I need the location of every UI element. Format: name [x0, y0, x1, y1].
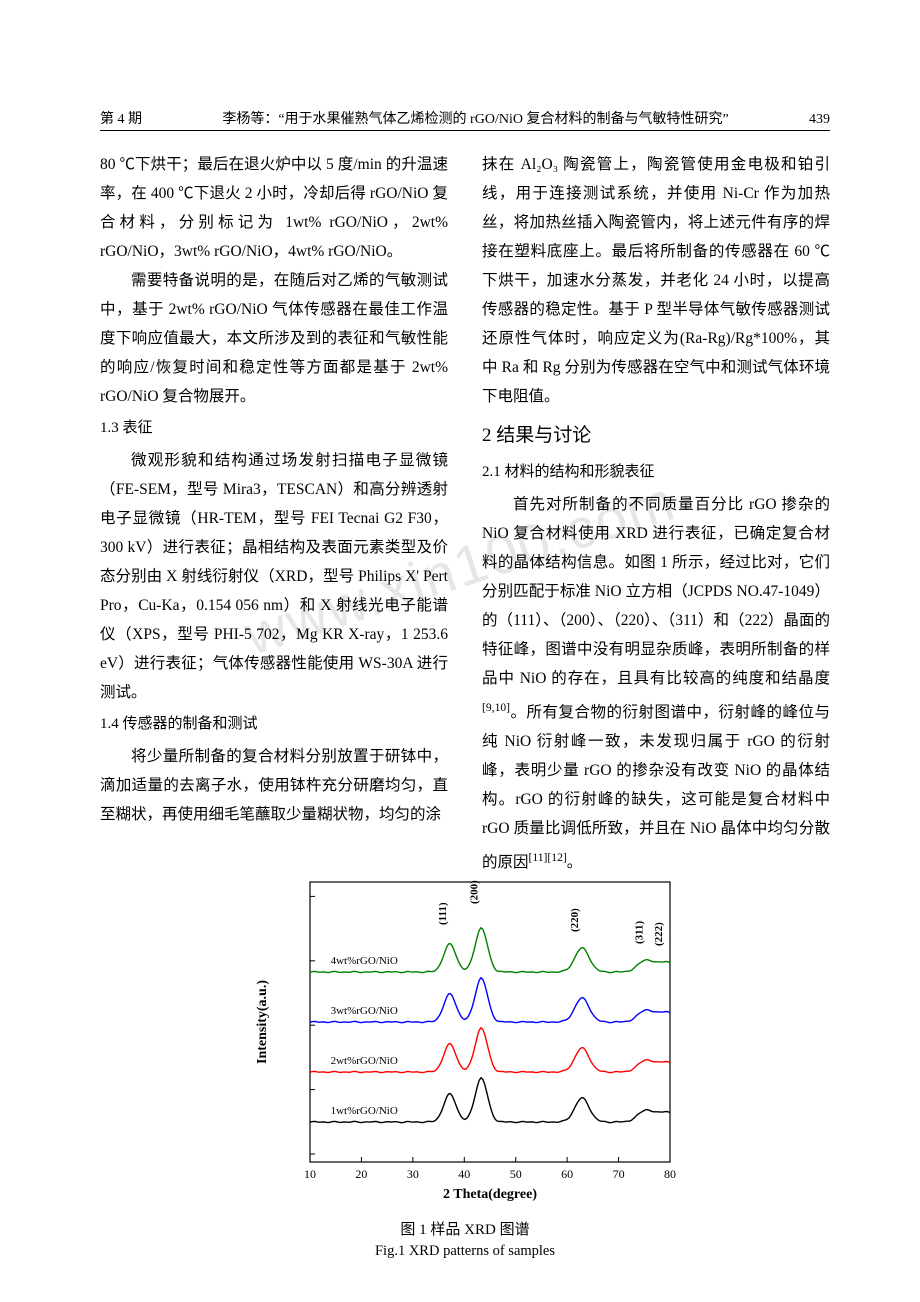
section-heading: 2 结果与讨论 — [482, 421, 830, 450]
svg-text:(111): (111) — [437, 902, 449, 925]
left-column: 80 ℃下烘干；最后在退火炉中以 5 度/min 的升温速率，在 400 ℃下退… — [100, 150, 448, 877]
header-rule — [100, 130, 830, 131]
svg-text:3wt%rGO/NiO: 3wt%rGO/NiO — [331, 1005, 398, 1017]
running-header: 第 4 期 李杨等：“用于水果催熟气体乙烯检测的 rGO/NiO 复合材料的制备… — [100, 108, 830, 128]
para: 抹在 Al₂O₃ 陶瓷管上，陶瓷管使用金电极和铂引线，用于连接测试系统，并使用 … — [482, 150, 830, 411]
text-columns: 80 ℃下烘干；最后在退火炉中以 5 度/min 的升温速率，在 400 ℃下退… — [100, 150, 830, 877]
svg-text:4wt%rGO/NiO: 4wt%rGO/NiO — [331, 955, 398, 967]
issue-label: 第 4 期 — [100, 108, 142, 128]
figure-caption-cn: 图 1 样品 XRD 图谱 — [100, 1218, 830, 1239]
para: 80 ℃下烘干；最后在退火炉中以 5 度/min 的升温速率，在 400 ℃下退… — [100, 150, 448, 266]
svg-text:80: 80 — [664, 1167, 676, 1181]
svg-text:(200): (200) — [468, 880, 480, 904]
running-title: 李杨等：“用于水果催熟气体乙烯检测的 rGO/NiO 复合材料的制备与气敏特性研… — [142, 108, 809, 128]
svg-text:70: 70 — [613, 1167, 625, 1181]
svg-text:60: 60 — [561, 1167, 573, 1181]
svg-text:(311): (311) — [633, 920, 645, 944]
right-column: 抹在 Al₂O₃ 陶瓷管上，陶瓷管使用金电极和铂引线，用于连接测试系统，并使用 … — [482, 150, 830, 877]
svg-text:2wt%rGO/NiO: 2wt%rGO/NiO — [331, 1055, 398, 1067]
svg-text:50: 50 — [510, 1167, 522, 1181]
subsection-heading: 1.4 传感器的制备和测试 — [100, 710, 448, 739]
para: 微观形貌和结构通过场发射扫描电子显微镜（FE-SEM，型号 Mira3，TESC… — [100, 446, 448, 707]
svg-text:40: 40 — [458, 1167, 470, 1181]
subsection-heading: 1.3 表征 — [100, 414, 448, 443]
para: 首先对所制备的不同质量百分比 rGO 掺杂的 NiO 复合材料使用 XRD 进行… — [482, 490, 830, 877]
page-number: 439 — [809, 112, 830, 128]
svg-text:10: 10 — [304, 1167, 316, 1181]
svg-text:2 Theta(degree): 2 Theta(degree) — [443, 1187, 537, 1202]
subsection-heading: 2.1 材料的结构和形貌表征 — [482, 458, 830, 487]
figure-caption-en: Fig.1 XRD patterns of samples — [100, 1243, 830, 1260]
para: 将少量所制备的复合材料分别放置于研钵中，滴加适量的去离子水，使用钵杵充分研磨均匀… — [100, 742, 448, 829]
xrd-chart: 10 20 30 40 50 60 70 80 2 Theta(degree) Intensity… — [246, 842, 684, 1210]
svg-text:30: 30 — [407, 1167, 419, 1181]
svg-text:1wt%rGO/NiO: 1wt%rGO/NiO — [331, 1105, 398, 1117]
svg-text:(222): (222) — [653, 922, 665, 946]
para: 需要特备说明的是，在随后对乙烯的气敏测试中，基于 2wt% rGO/NiO 气体… — [100, 266, 448, 411]
svg-text:(220): (220) — [569, 908, 581, 932]
figure-1: 10 20 30 40 50 60 70 80 2 Theta(degree) Intensity… — [100, 842, 830, 1260]
svg-text:20: 20 — [355, 1167, 367, 1181]
svg-text:Intensity(a.u.): Intensity(a.u.) — [255, 980, 270, 1064]
